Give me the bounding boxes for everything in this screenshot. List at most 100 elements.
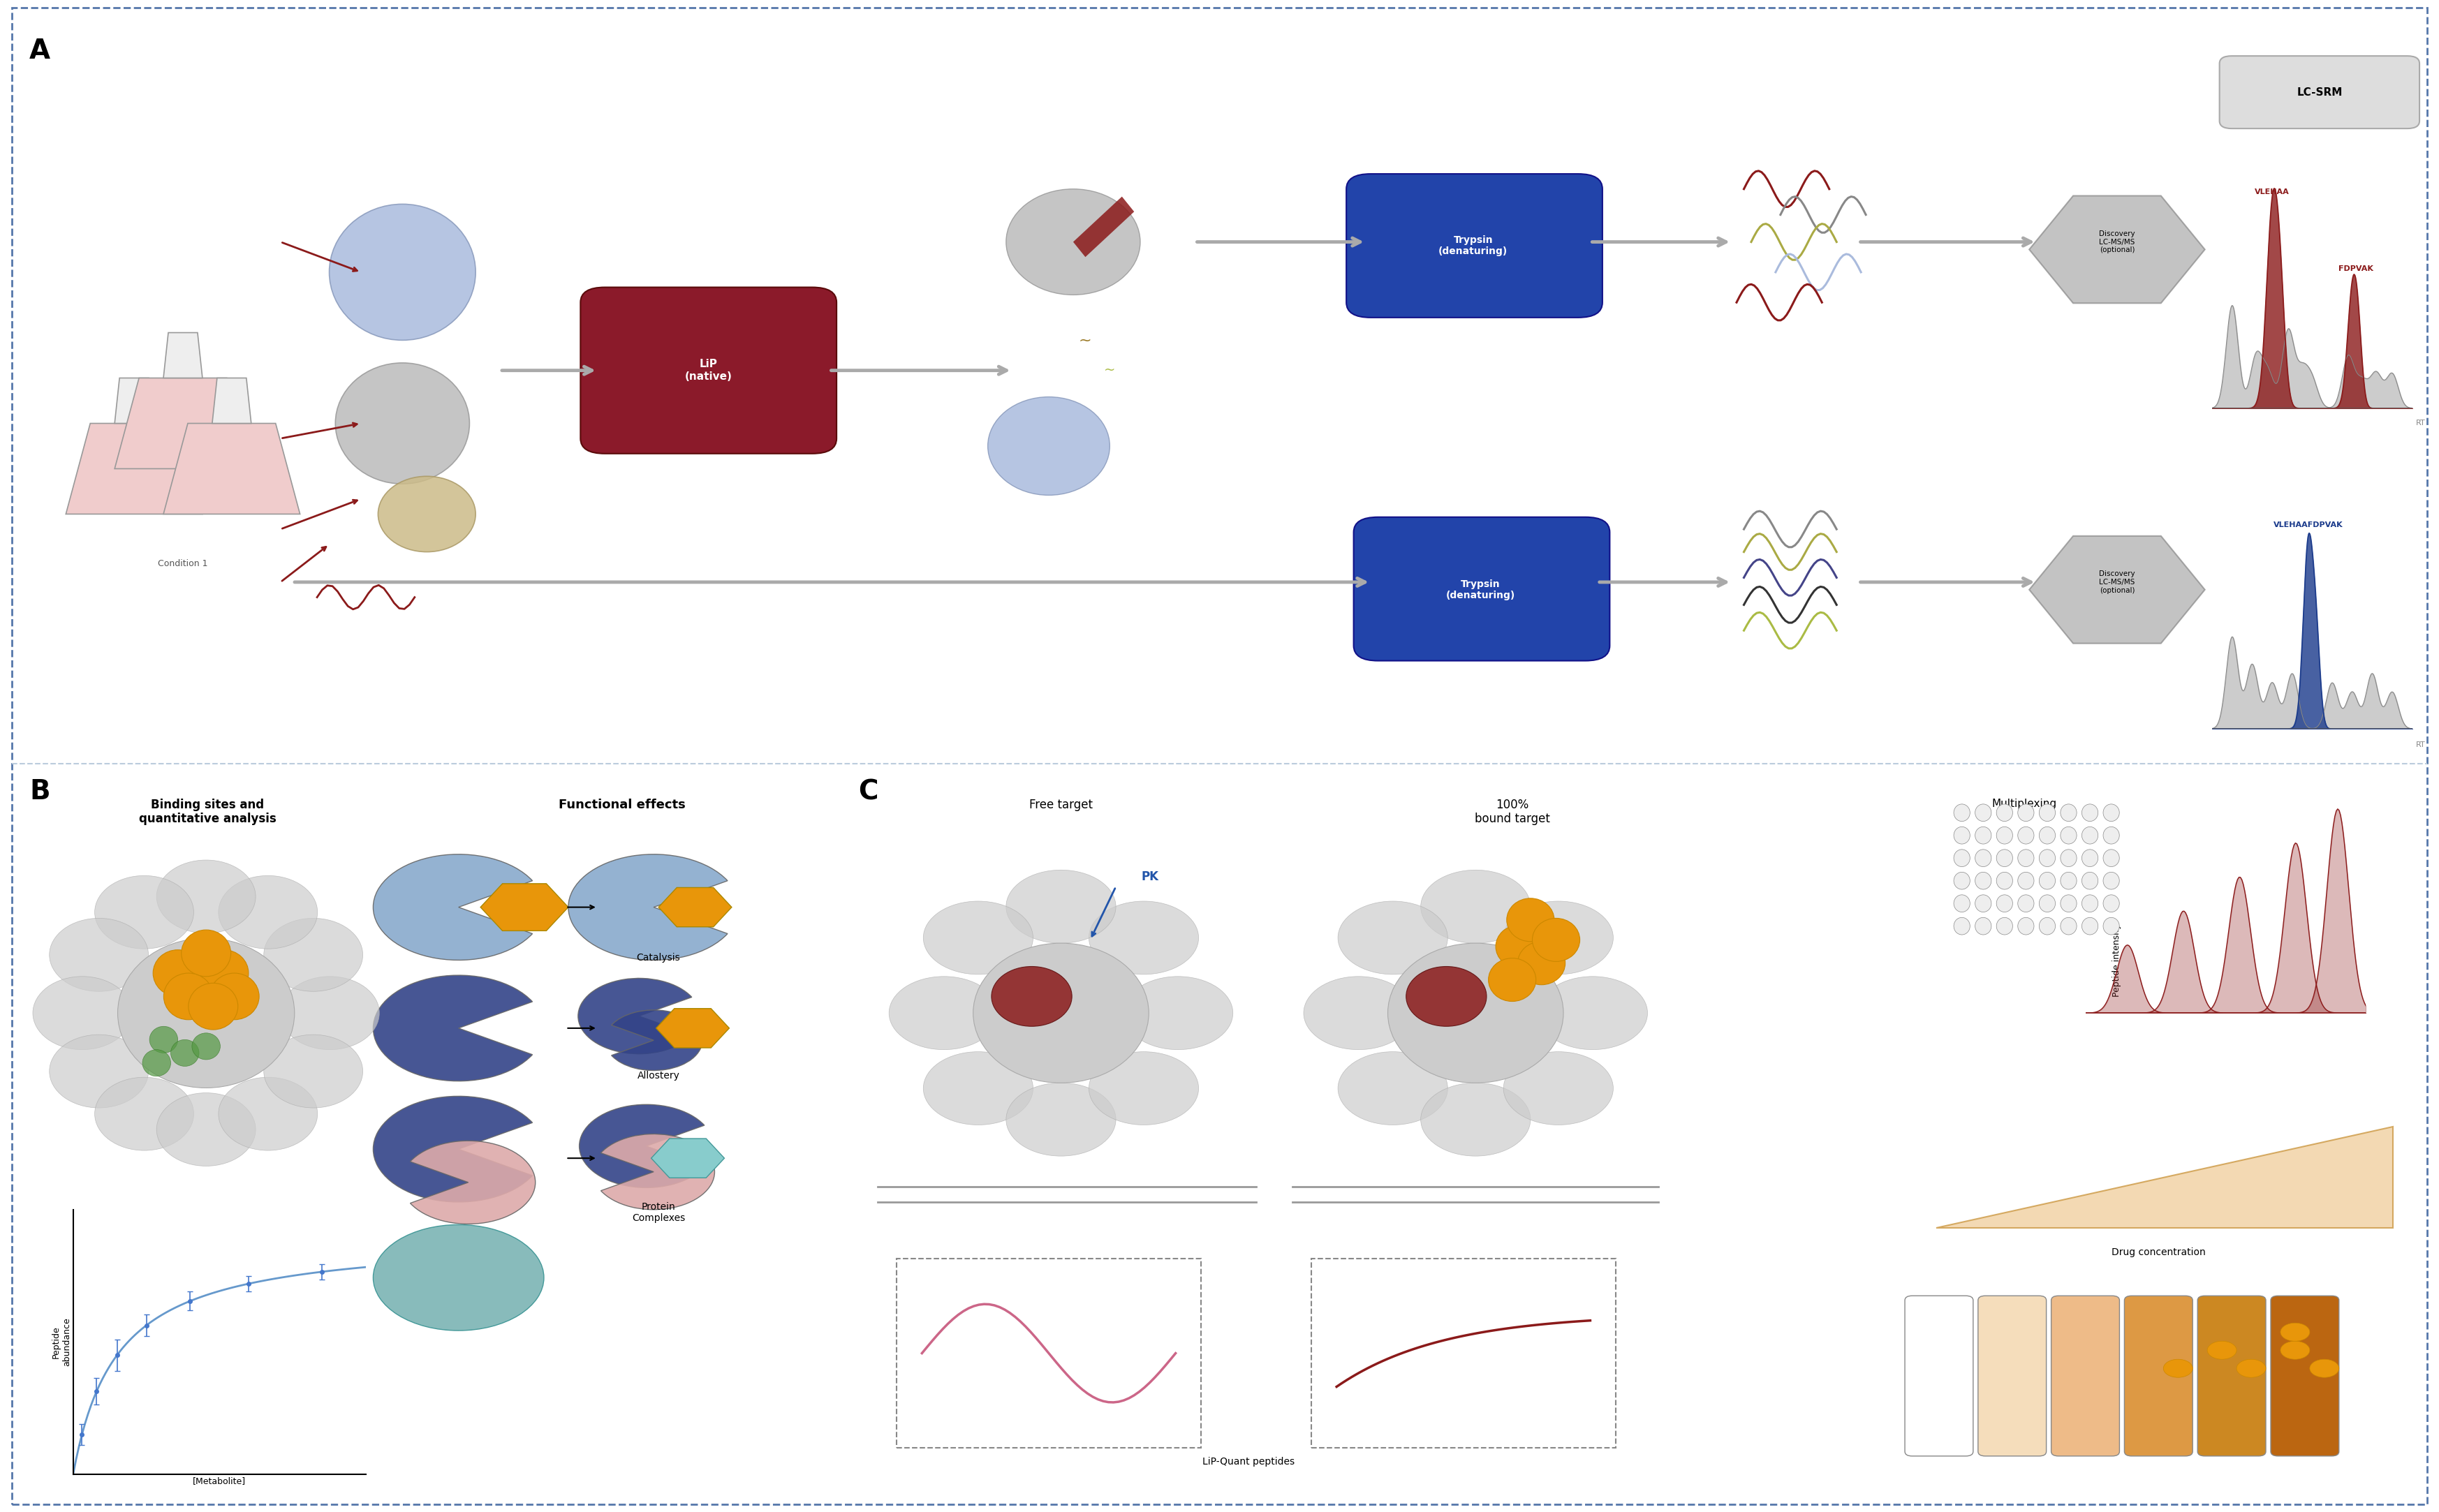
- Text: LC-SRM: LC-SRM: [2298, 88, 2341, 97]
- Circle shape: [173, 963, 224, 1010]
- FancyBboxPatch shape: [2124, 1296, 2193, 1456]
- X-axis label: [Metabolite]: [Metabolite]: [193, 1476, 246, 1485]
- Ellipse shape: [1339, 1052, 1449, 1125]
- Circle shape: [1976, 804, 1990, 821]
- Text: LiP
(native): LiP (native): [685, 360, 732, 381]
- Ellipse shape: [1122, 977, 1234, 1049]
- Circle shape: [1998, 827, 2012, 844]
- Ellipse shape: [32, 977, 132, 1049]
- FancyBboxPatch shape: [2051, 1296, 2119, 1456]
- Ellipse shape: [1007, 189, 1139, 295]
- Circle shape: [2017, 804, 2034, 821]
- Text: Discovery
LC-MS/MS
(optional): Discovery LC-MS/MS (optional): [2100, 570, 2134, 594]
- Ellipse shape: [1419, 869, 1532, 943]
- Circle shape: [200, 950, 249, 996]
- Circle shape: [1954, 918, 1971, 934]
- Circle shape: [1954, 850, 1971, 866]
- Circle shape: [1998, 850, 2012, 866]
- Ellipse shape: [378, 476, 476, 552]
- Circle shape: [2039, 850, 2056, 866]
- Circle shape: [1954, 872, 1971, 889]
- Text: Peptide intensity: Peptide intensity: [2112, 924, 2122, 996]
- Circle shape: [1976, 872, 1990, 889]
- Circle shape: [2083, 804, 2098, 821]
- Circle shape: [1517, 942, 1566, 984]
- Ellipse shape: [49, 1034, 149, 1108]
- FancyBboxPatch shape: [1354, 517, 1610, 661]
- Ellipse shape: [220, 1077, 317, 1151]
- Circle shape: [2102, 827, 2119, 844]
- Circle shape: [180, 930, 232, 977]
- Circle shape: [154, 950, 202, 996]
- Text: B: B: [29, 779, 49, 806]
- Ellipse shape: [888, 977, 998, 1049]
- Ellipse shape: [1088, 1052, 1198, 1125]
- Circle shape: [2083, 827, 2098, 844]
- Ellipse shape: [95, 875, 193, 950]
- Text: C: C: [859, 779, 878, 806]
- Text: ~: ~: [1078, 333, 1093, 348]
- Circle shape: [1976, 827, 1990, 844]
- Text: 100%
bound target: 100% bound target: [1476, 798, 1549, 826]
- Text: A: A: [29, 38, 51, 65]
- Circle shape: [2061, 804, 2076, 821]
- Text: Drug concentration: Drug concentration: [2112, 1247, 2205, 1256]
- Ellipse shape: [329, 204, 476, 340]
- Ellipse shape: [988, 398, 1110, 496]
- Circle shape: [2061, 872, 2076, 889]
- Text: Multiplexing: Multiplexing: [1993, 798, 2056, 809]
- Text: Protein
Complexes: Protein Complexes: [632, 1202, 685, 1223]
- Circle shape: [2083, 872, 2098, 889]
- FancyBboxPatch shape: [2198, 1296, 2266, 1456]
- Polygon shape: [480, 883, 568, 931]
- FancyBboxPatch shape: [580, 287, 837, 454]
- Circle shape: [2039, 827, 2056, 844]
- Text: RT: RT: [2417, 420, 2427, 426]
- Text: Trypsin
(denaturing): Trypsin (denaturing): [1439, 236, 1507, 256]
- Circle shape: [1954, 895, 1971, 912]
- Circle shape: [188, 983, 239, 1030]
- Circle shape: [1495, 925, 1544, 968]
- Text: RT: RT: [2417, 741, 2427, 748]
- Circle shape: [1976, 895, 1990, 912]
- Ellipse shape: [156, 860, 256, 933]
- Circle shape: [149, 1027, 178, 1052]
- Circle shape: [141, 1049, 171, 1077]
- Text: Allostery: Allostery: [637, 1070, 680, 1080]
- Circle shape: [2039, 872, 2056, 889]
- Circle shape: [1954, 827, 1971, 844]
- Circle shape: [2083, 895, 2098, 912]
- Text: Trypsin
(denaturing): Trypsin (denaturing): [1446, 579, 1515, 600]
- Circle shape: [193, 1033, 220, 1060]
- Ellipse shape: [990, 966, 1071, 1027]
- Polygon shape: [163, 423, 300, 514]
- Circle shape: [2017, 918, 2034, 934]
- Polygon shape: [212, 378, 251, 423]
- Ellipse shape: [263, 1034, 363, 1108]
- Ellipse shape: [1339, 901, 1449, 974]
- Circle shape: [1507, 898, 1554, 942]
- Polygon shape: [163, 333, 202, 378]
- Circle shape: [2017, 850, 2034, 866]
- Ellipse shape: [95, 1077, 193, 1151]
- Wedge shape: [373, 975, 532, 1081]
- Polygon shape: [2029, 195, 2205, 304]
- Text: ~: ~: [1105, 364, 1115, 376]
- Polygon shape: [115, 378, 154, 423]
- Circle shape: [210, 974, 259, 1019]
- Circle shape: [2163, 1359, 2193, 1377]
- Wedge shape: [568, 854, 727, 960]
- Ellipse shape: [1502, 1052, 1612, 1125]
- Ellipse shape: [49, 918, 149, 992]
- Circle shape: [2039, 895, 2056, 912]
- FancyBboxPatch shape: [2219, 56, 2419, 129]
- Circle shape: [2039, 918, 2056, 934]
- Ellipse shape: [1419, 1083, 1532, 1157]
- Circle shape: [2017, 872, 2034, 889]
- Circle shape: [2280, 1341, 2310, 1359]
- Text: LiP-Quant peptides: LiP-Quant peptides: [1202, 1458, 1295, 1467]
- Circle shape: [2102, 872, 2119, 889]
- Text: Functional effects: Functional effects: [559, 798, 685, 810]
- Ellipse shape: [1537, 977, 1649, 1049]
- Text: Discovery
LC-MS/MS
(optional): Discovery LC-MS/MS (optional): [2100, 230, 2134, 254]
